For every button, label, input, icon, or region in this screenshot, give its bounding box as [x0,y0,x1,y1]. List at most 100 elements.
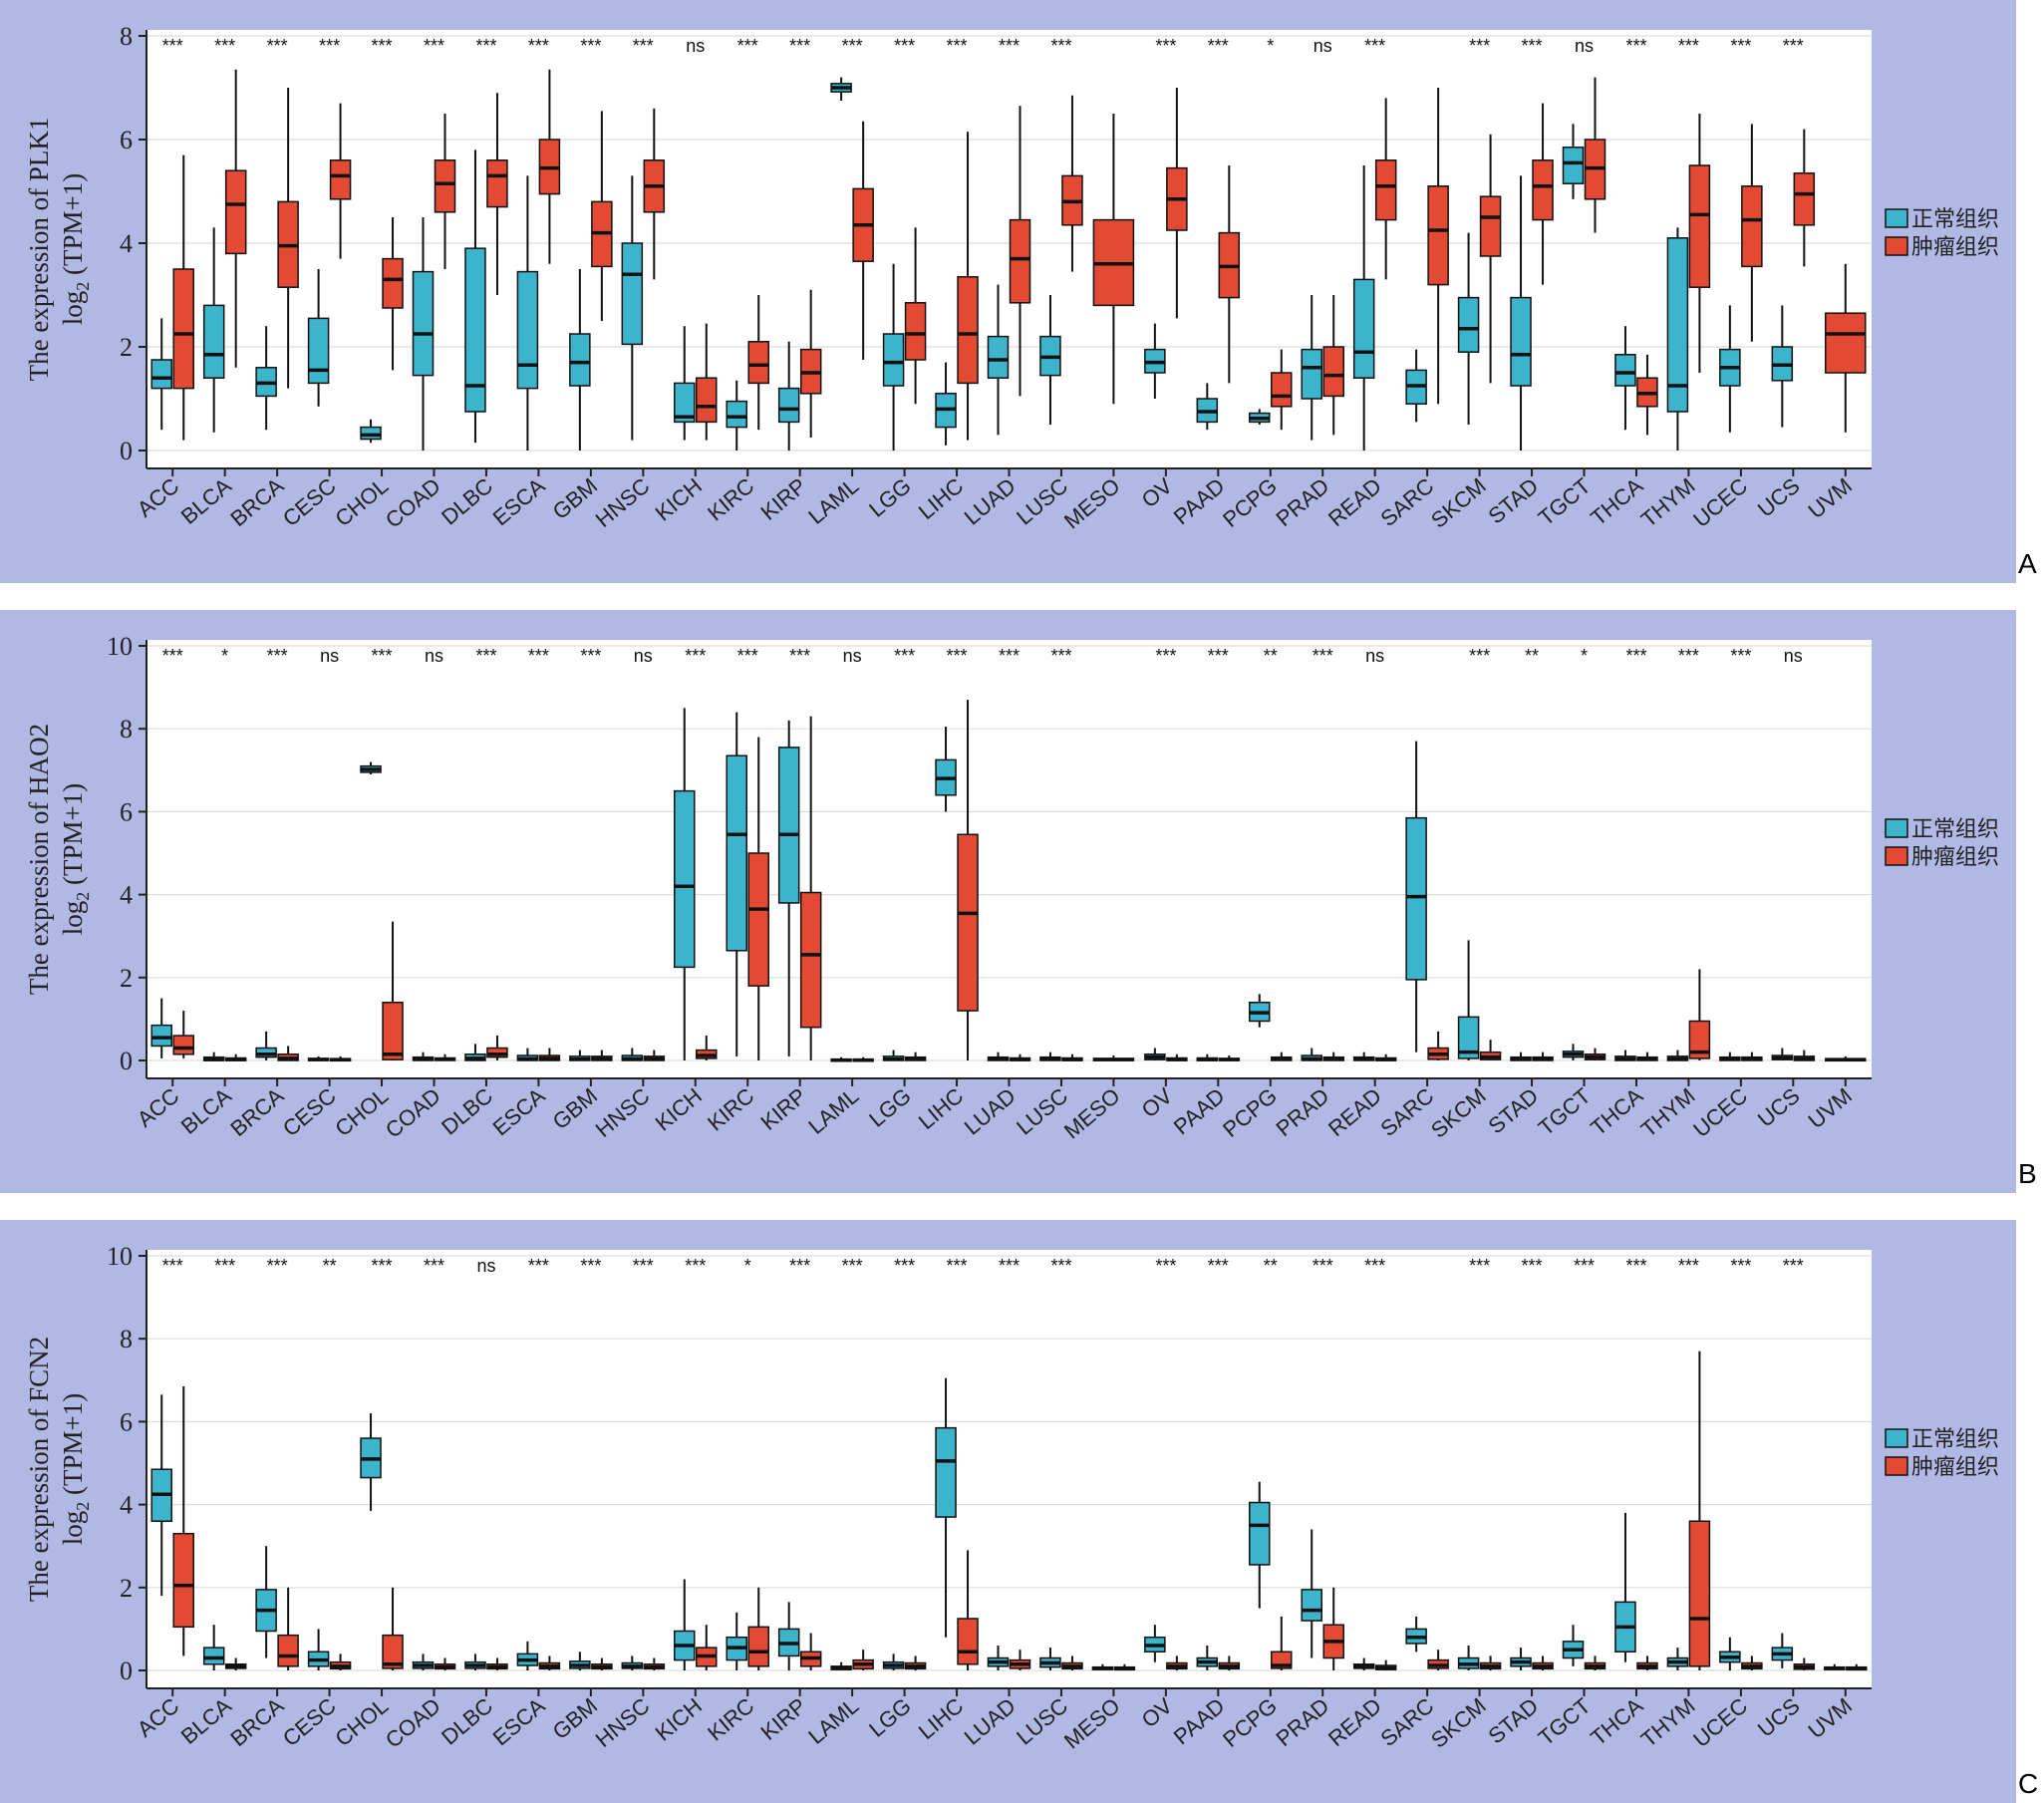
normal-box [202,1625,225,1670]
significance-label: *** [162,646,183,666]
tumor-box [1061,95,1083,272]
tumor-box [224,1053,247,1061]
legend-swatch-normal [1885,818,1908,838]
tumor-box [747,737,769,1060]
box-iqr [747,341,769,385]
normal-box [1301,1529,1322,1658]
tumor-box [1741,1052,1763,1061]
normal-box [674,1579,696,1670]
x-tick-label: KIRP [755,1693,810,1745]
significance-label: *** [475,36,496,56]
normal-box [1562,124,1585,199]
tumor-box [957,132,979,441]
tumor-box [1009,1650,1031,1670]
tumor-box [696,323,718,441]
x-tick-label: HNSC [591,473,655,532]
x-tick-label: UCS [1753,473,1805,522]
x-tick-label: KIRC [703,1693,758,1746]
y-axis-label-unit: log2 (TPM+1) [58,173,93,326]
significance-label: *** [1050,1256,1071,1276]
x-tick-label: UCEC [1688,1083,1752,1142]
significance-label: *** [999,36,1020,56]
tumor-box [1479,1040,1502,1060]
x-tick-label: KICH [651,1083,707,1136]
normal-box [1457,1646,1480,1670]
plot-area [146,1250,1872,1688]
y-axis-label-tail: (TPM+1) [58,783,88,892]
tumor-box [1374,1053,1397,1061]
tumor-box [1322,1587,1344,1670]
normal-box [1196,383,1219,431]
significance-label: *** [1625,646,1646,666]
tumor-box [957,700,979,1060]
tumor-box [1688,1351,1711,1670]
significance-label: *** [1313,646,1333,666]
normal-box [412,1653,435,1670]
significance-label: *** [372,36,393,56]
x-tick-label: SKCM [1426,1083,1491,1143]
tumor-box [1113,1663,1136,1671]
normal-box [1457,232,1480,425]
x-tick-label: LGG [864,1693,916,1742]
x-tick-label: PCPG [1218,473,1282,532]
significance-label: *** [999,646,1020,666]
x-tick-label: STAD [1483,1693,1543,1749]
normal-box [255,1546,277,1658]
x-tick-label: BRCA [225,1082,288,1141]
legend-label-tumor: 肿瘤组织 [1911,845,1999,870]
x-tick-label: UVM [1803,1693,1857,1744]
x-tick-label: DLBC [437,1083,497,1140]
tumor-box [538,69,561,264]
x-tick-label: TGCT [1534,1083,1596,1141]
tumor-box [643,1050,666,1061]
significance-label: *** [214,36,235,56]
tumor-box [1825,263,1867,433]
x-tick-label: SKCM [1426,1693,1491,1753]
normal-box [307,269,330,407]
normal-box [726,712,747,1056]
x-tick-label: PCPG [1218,1693,1282,1752]
normal-box [621,1655,644,1670]
x-tick-label: PRAD [1272,473,1334,531]
significance-label: *** [947,36,968,56]
box-iqr [150,1024,172,1048]
normal-box [1719,1052,1741,1061]
significance-label: *** [1730,36,1751,56]
y-tick-label: 4 [120,881,133,910]
normal-box [830,1661,852,1670]
tumor-box [172,1386,194,1656]
tumor-box [591,111,613,321]
box-iqr [1301,1589,1322,1622]
legend-swatch-normal [1885,1428,1908,1448]
panel-letter-c: C [2018,1768,2039,1799]
box-iqr [1427,185,1449,286]
normal-box [255,1031,277,1060]
tumor-box [1374,1659,1397,1670]
significance-label: *** [1678,646,1699,666]
box-iqr [516,270,539,390]
tumor-box [382,217,404,371]
box-iqr [382,1002,404,1060]
tumor-box [904,1655,927,1670]
tumor-box [538,1655,561,1670]
y-tick-label: 0 [120,1656,133,1685]
normal-box [255,326,277,431]
x-tick-label: HNSC [591,1083,655,1142]
significance-label: *** [424,36,444,56]
tumor-box [329,1653,352,1670]
x-tick-label: STAD [1483,473,1543,529]
normal-box [1824,1663,1846,1670]
normal-box [1771,305,1794,428]
tumor-box [643,1657,666,1670]
y-axis-label-tail: (TPM+1) [58,173,88,282]
significance-label: *** [1730,646,1751,666]
significance-label: *** [999,1256,1020,1276]
normal-box [1666,1050,1689,1061]
tumor-box [382,921,404,1060]
tumor-box [434,114,456,269]
normal-box [1352,1052,1375,1061]
normal-box [935,727,957,812]
tumor-box [1688,114,1711,373]
